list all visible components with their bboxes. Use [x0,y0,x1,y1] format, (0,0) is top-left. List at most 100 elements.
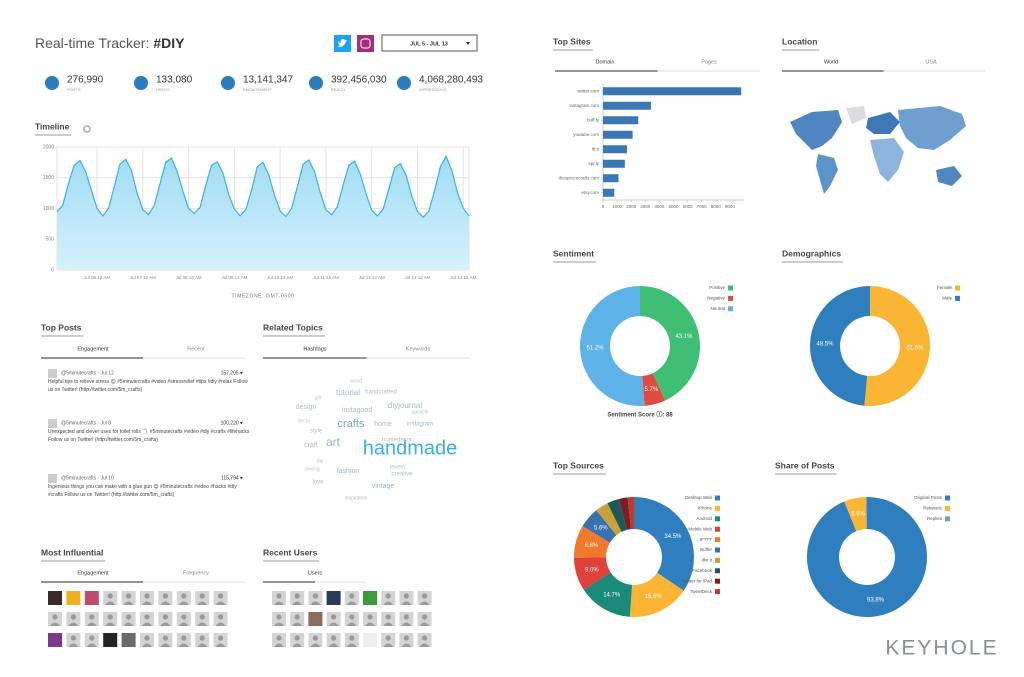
legend-label: iPhone [698,506,713,511]
tab[interactable]: Pages [701,59,717,65]
stat-value: 4,068,280,493 [419,75,483,86]
y-tick-label: 500 [46,237,55,243]
map-asia [898,106,966,150]
legend-label: dlvr.it [701,558,712,563]
stat-label: USERS [156,87,170,92]
stat-value: 13,141,347 [243,75,293,86]
avatar-head [276,593,282,599]
avatar-body [86,622,97,626]
donut-slice [582,510,617,543]
avatar-body [142,601,152,605]
avatar-body [68,643,79,647]
avatar-head [107,593,113,599]
tab[interactable]: Recent [187,346,205,352]
avatar [121,633,136,647]
avatar-body [105,622,116,626]
avatar-head [181,593,187,599]
x-tick-label: 7000 [697,204,708,209]
avatar-body [142,643,152,647]
avatar-head [422,593,428,599]
legend-label: Mobile Web [688,526,712,531]
donut-slice [607,498,627,532]
x-tick-label: 3000 [640,204,651,209]
slice-label: 5.6% [594,526,608,532]
legend-label: Neutral [710,306,725,311]
avatar-head [312,635,318,641]
donut-slice [583,572,633,617]
tab[interactable]: Domain [596,59,615,65]
legend-label: Facebook [692,568,713,573]
date-button[interactable] [381,34,478,52]
legend-swatch [728,285,733,291]
avatar-head [181,614,187,620]
legend-swatch [945,505,950,511]
avatar-head [403,614,409,620]
avatar-body [292,622,303,626]
tab[interactable]: Users [308,570,323,576]
topic-word: vintage [372,483,395,490]
legend-label: Desktop Web [685,495,712,500]
world-map [790,106,966,194]
avatar-head [89,614,95,620]
post-text: Ingenious things you can make with a glu… [48,484,237,498]
tab[interactable]: USA [925,59,937,65]
x-tick-label: Jul 06 12 AM [84,275,110,280]
avatar-head [218,593,224,599]
avatar-head [218,614,224,620]
tab[interactable]: Keywords [406,346,430,352]
topic-word: craft [304,442,318,449]
stat-icon [134,76,148,90]
map-north-america [790,110,842,150]
avatar-head [294,614,300,620]
stat-icon [45,76,59,90]
avatar-body [142,622,152,626]
tab[interactable]: Engagement [77,346,109,352]
tab[interactable]: World [824,59,838,65]
section-title: Timeline [35,121,70,131]
post-likes: 115,794 ♥ [221,475,243,481]
topic-word: handcrafted [365,390,397,396]
avatar-body [274,601,284,605]
y-tick-label: spr.ly [588,161,599,166]
avatar-body [401,622,412,626]
bar [603,87,742,96]
donut-slice [574,557,611,590]
avatar [326,591,341,605]
avatar-body [215,622,226,626]
slice-label: 8.8% [585,543,599,549]
title-hashtag: #DIY [153,35,185,51]
legend-label: Buffer [700,547,712,552]
donut-slice [640,286,701,401]
legend-swatch [715,589,720,595]
legend-swatch [728,295,733,301]
tab[interactable]: Engagement [77,570,109,576]
donut-slice [634,497,694,591]
slice-label: 14.7% [603,593,621,599]
legend-swatch [945,495,950,501]
y-tick-label: 1500 [43,175,54,181]
instagram-button[interactable] [357,35,374,52]
donut-slice [596,503,622,536]
topic-word: tutorial [336,388,360,397]
avatar-body [50,622,60,626]
map-south-america [816,154,838,194]
tab[interactable]: Hashtags [303,346,326,352]
avatar-body [215,643,226,647]
topic-word: love [312,480,324,486]
slice-label: 93.8% [867,598,885,604]
y-tick-label: thesprucecrafts.com [558,175,599,180]
slice-label: 51.5% [906,346,924,352]
donut-slice [809,286,870,406]
area-fill [57,156,469,270]
post-likes: 100,220 ♥ [221,420,243,426]
legend-swatch [715,516,720,522]
topic-word: wood [350,378,362,384]
legend-label: Replies [927,516,943,521]
avatar-head [199,593,205,599]
avatar-body [178,622,189,626]
settings-icon[interactable] [83,125,91,133]
tab[interactable]: Frequency [183,570,209,576]
avatar-body [215,601,226,605]
avatar-head [294,593,300,599]
slice-label: 48.5% [817,341,835,347]
